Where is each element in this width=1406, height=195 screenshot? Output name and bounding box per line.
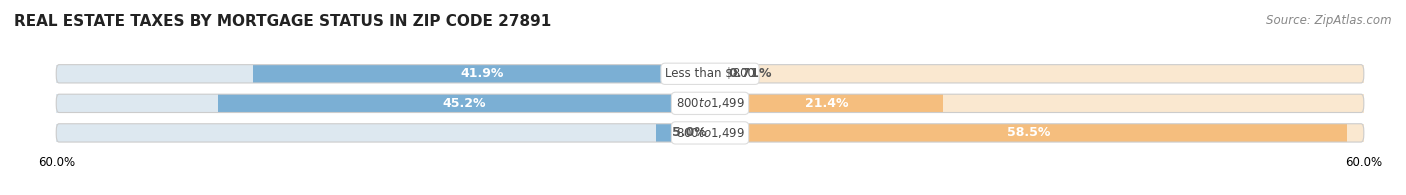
Text: 5.0%: 5.0% <box>672 126 707 139</box>
Text: $800 to $1,499: $800 to $1,499 <box>675 126 745 140</box>
Bar <box>56 94 710 113</box>
Bar <box>56 124 710 142</box>
Bar <box>253 65 710 83</box>
Bar <box>218 94 710 113</box>
Text: 41.9%: 41.9% <box>460 67 503 80</box>
Bar <box>710 65 1364 83</box>
Text: REAL ESTATE TAXES BY MORTGAGE STATUS IN ZIP CODE 27891: REAL ESTATE TAXES BY MORTGAGE STATUS IN … <box>14 14 551 29</box>
Text: 45.2%: 45.2% <box>441 97 485 110</box>
Bar <box>710 65 718 83</box>
Legend: Without Mortgage, With Mortgage: Without Mortgage, With Mortgage <box>571 193 849 195</box>
Text: 58.5%: 58.5% <box>1007 126 1050 139</box>
Text: Source: ZipAtlas.com: Source: ZipAtlas.com <box>1267 14 1392 27</box>
Text: Less than $800: Less than $800 <box>665 67 755 80</box>
Bar <box>655 124 710 142</box>
Text: $800 to $1,499: $800 to $1,499 <box>675 96 745 110</box>
Text: 21.4%: 21.4% <box>804 97 848 110</box>
Bar <box>710 94 943 113</box>
Bar <box>56 65 710 83</box>
Bar <box>710 124 1347 142</box>
Bar <box>710 94 1364 113</box>
Text: 0.71%: 0.71% <box>728 67 772 80</box>
Bar <box>710 124 1364 142</box>
